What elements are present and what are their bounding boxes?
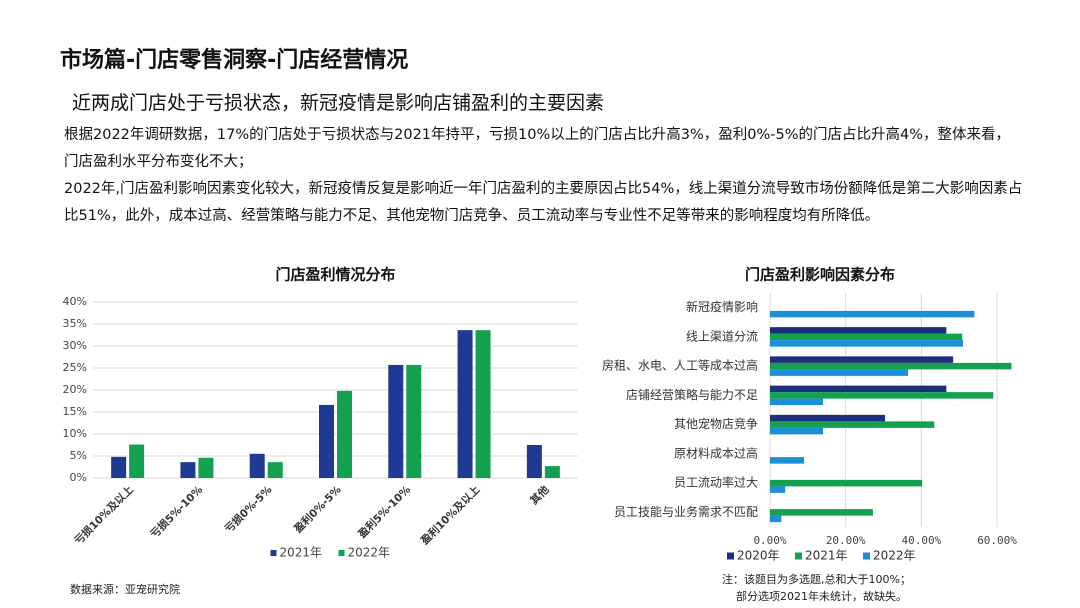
- bar: [770, 327, 947, 334]
- bar: [770, 509, 873, 516]
- y-tick-label: 30%: [63, 339, 87, 352]
- legend-label: 2021年: [805, 549, 848, 563]
- bar: [198, 457, 214, 478]
- bar: [770, 515, 782, 523]
- bar: [770, 310, 975, 318]
- chart-title: 门店盈利影响因素分布: [745, 266, 895, 284]
- y-tick-label: 线上渠道分流: [686, 329, 758, 343]
- y-tick-label: 0%: [70, 471, 87, 484]
- y-tick-label: 25%: [63, 361, 87, 374]
- bar: [770, 356, 954, 363]
- y-tick-label: 原材料成本过高: [674, 445, 758, 460]
- x-tick-label: 60.00%: [977, 534, 1017, 547]
- y-tick-label: 5%: [70, 449, 87, 462]
- bar: [180, 462, 196, 478]
- bar: [544, 466, 560, 478]
- bar: [770, 457, 805, 464]
- x-tick-label: 盈利0%-5%: [291, 483, 344, 536]
- bar: [111, 456, 127, 478]
- paragraph: 2022年,门店盈利影响因素变化较大，新冠疫情反复是影响近一年门店盈利的主要原因…: [64, 181, 1023, 224]
- x-tick-label: 亏损5%-10%: [148, 483, 206, 541]
- bar: [770, 340, 964, 347]
- bar: [249, 453, 265, 478]
- bar: [770, 486, 786, 493]
- bar: [129, 444, 145, 478]
- bar: [770, 385, 947, 393]
- y-tick-label: 房租、水电、人工等成本过高: [602, 358, 758, 373]
- y-tick-label: 新冠疫情影响: [686, 299, 758, 314]
- bar: [770, 333, 963, 341]
- bar: [406, 364, 422, 478]
- bar: [770, 362, 1012, 370]
- bar: [337, 390, 352, 478]
- bar: [319, 404, 334, 478]
- x-tick-label: 20.00%: [826, 534, 866, 547]
- legend-label: 2022年: [873, 549, 916, 563]
- x-tick-label: 亏损0%-5%: [222, 483, 275, 536]
- y-tick-label: 10%: [63, 427, 87, 440]
- y-tick-label: 20%: [63, 383, 87, 396]
- legend-label: 2021年: [280, 546, 323, 560]
- y-tick-label: 其他宠物店竞争: [674, 416, 758, 431]
- bar: [267, 462, 283, 478]
- y-tick-label: 员工技能与业务需求不匹配: [614, 504, 758, 519]
- bar: [770, 398, 823, 406]
- y-tick-label: 员工流动率过大: [674, 475, 758, 490]
- bar: [526, 445, 542, 478]
- note: 部分选项2021年未统计，故缺失。: [736, 589, 907, 603]
- bar: [770, 414, 886, 422]
- legend-swatch: [795, 552, 802, 560]
- bar: [475, 330, 491, 478]
- subtitle: 近两成门店处于亏损状态，新冠疫情是影响店铺盈利的主要因素: [72, 92, 605, 114]
- paragraph: 根据2022年调研数据，17%的门店处于亏损状态与2021年持平，亏损10%以上…: [64, 127, 1011, 170]
- source: 数据来源：亚宠研究院: [70, 582, 180, 596]
- x-tick-label: 盈利5%-10%: [355, 483, 414, 542]
- y-tick-label: 35%: [63, 317, 87, 330]
- x-tick-label: 盈利10%及以上: [418, 483, 483, 548]
- x-tick-label: 40.00%: [902, 534, 942, 547]
- legend-swatch: [727, 552, 734, 560]
- bar: [770, 421, 935, 428]
- y-tick-label: 15%: [63, 405, 87, 418]
- bar: [388, 364, 404, 478]
- legend-label: 2022年: [348, 546, 391, 560]
- legend-swatch: [863, 552, 870, 560]
- x-tick-label: 亏损10%及以上: [72, 483, 136, 547]
- chart-title: 门店盈利情况分布: [275, 266, 395, 284]
- x-tick-label: 0.00%: [753, 534, 786, 547]
- bar: [770, 479, 923, 487]
- bar: [457, 330, 473, 478]
- legend-swatch: [270, 550, 277, 556]
- bar: [770, 369, 909, 376]
- bar: [770, 392, 994, 399]
- note: 注：该题目为多选题,总和大于100%；: [722, 572, 911, 586]
- page-title: 市场篇-门店零售洞察-门店经营情况: [60, 48, 409, 73]
- bar: [770, 427, 823, 435]
- y-tick-label: 40%: [63, 295, 87, 308]
- y-tick-label: 店铺经营策略与能力不足: [626, 387, 758, 402]
- legend-swatch: [338, 550, 345, 556]
- x-tick-label: 其他: [528, 483, 552, 507]
- legend-label: 2020年: [737, 549, 780, 563]
